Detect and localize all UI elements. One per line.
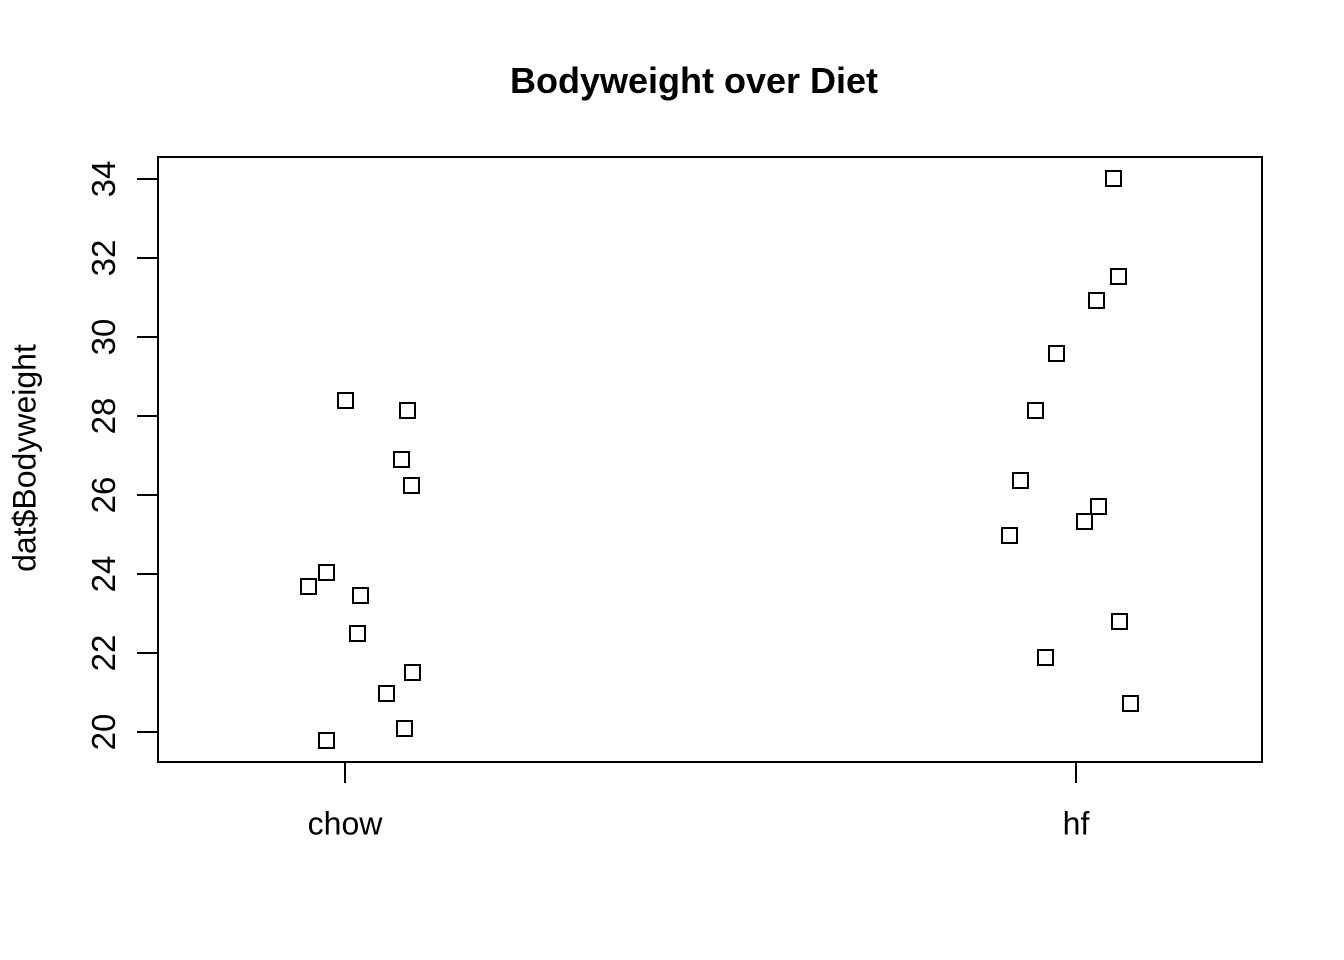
data-point-square bbox=[349, 624, 367, 642]
y-tick-mark bbox=[137, 494, 157, 497]
y-tick-label: 32 bbox=[85, 239, 122, 277]
data-point-square bbox=[337, 391, 354, 409]
y-tick-label: 26 bbox=[85, 476, 122, 514]
data-point-square bbox=[352, 587, 370, 605]
data-point-square bbox=[392, 450, 410, 468]
data-point-square bbox=[1000, 527, 1018, 545]
data-point-square bbox=[300, 578, 317, 596]
y-tick-label: 30 bbox=[85, 318, 122, 356]
data-point-square bbox=[1075, 512, 1093, 530]
data-point-square bbox=[1012, 472, 1030, 490]
y-tick-mark bbox=[137, 257, 157, 260]
y-tick-mark bbox=[137, 652, 157, 655]
x-tick-mark bbox=[1075, 763, 1077, 783]
data-point-square bbox=[1122, 694, 1140, 712]
data-point-square bbox=[1109, 268, 1127, 286]
data-point-square bbox=[1104, 169, 1122, 187]
data-point-square bbox=[1111, 613, 1129, 631]
data-point-square bbox=[396, 719, 414, 737]
y-tick-mark bbox=[137, 178, 157, 181]
y-tick-label: 34 bbox=[85, 160, 122, 198]
y-tick-label: 28 bbox=[85, 397, 122, 435]
data-point-square bbox=[398, 402, 416, 420]
y-tick-mark bbox=[137, 415, 157, 418]
x-tick-mark bbox=[344, 763, 346, 783]
data-point-square bbox=[403, 476, 421, 494]
data-point-square bbox=[1026, 402, 1044, 420]
y-tick-mark bbox=[137, 731, 157, 734]
data-point-square bbox=[1037, 648, 1055, 666]
data-point-square bbox=[1089, 498, 1107, 516]
data-point-square bbox=[318, 564, 336, 582]
y-tick-mark bbox=[137, 573, 157, 576]
y-axis-title: dat$Bodyweight bbox=[6, 344, 43, 572]
data-point-square bbox=[403, 664, 421, 682]
y-tick-label: 22 bbox=[85, 634, 122, 672]
x-tick-label: hf bbox=[1062, 805, 1090, 842]
chart-title: Bodyweight over Diet bbox=[509, 60, 879, 101]
data-point-square bbox=[1088, 292, 1106, 310]
x-tick-label: chow bbox=[307, 805, 383, 842]
data-point-square bbox=[378, 685, 396, 703]
plot-area bbox=[157, 156, 1263, 763]
y-tick-label: 20 bbox=[85, 713, 122, 751]
data-point-square bbox=[317, 732, 335, 750]
y-tick-label: 24 bbox=[85, 555, 122, 593]
y-tick-mark bbox=[137, 336, 157, 339]
data-point-square bbox=[1047, 345, 1065, 363]
